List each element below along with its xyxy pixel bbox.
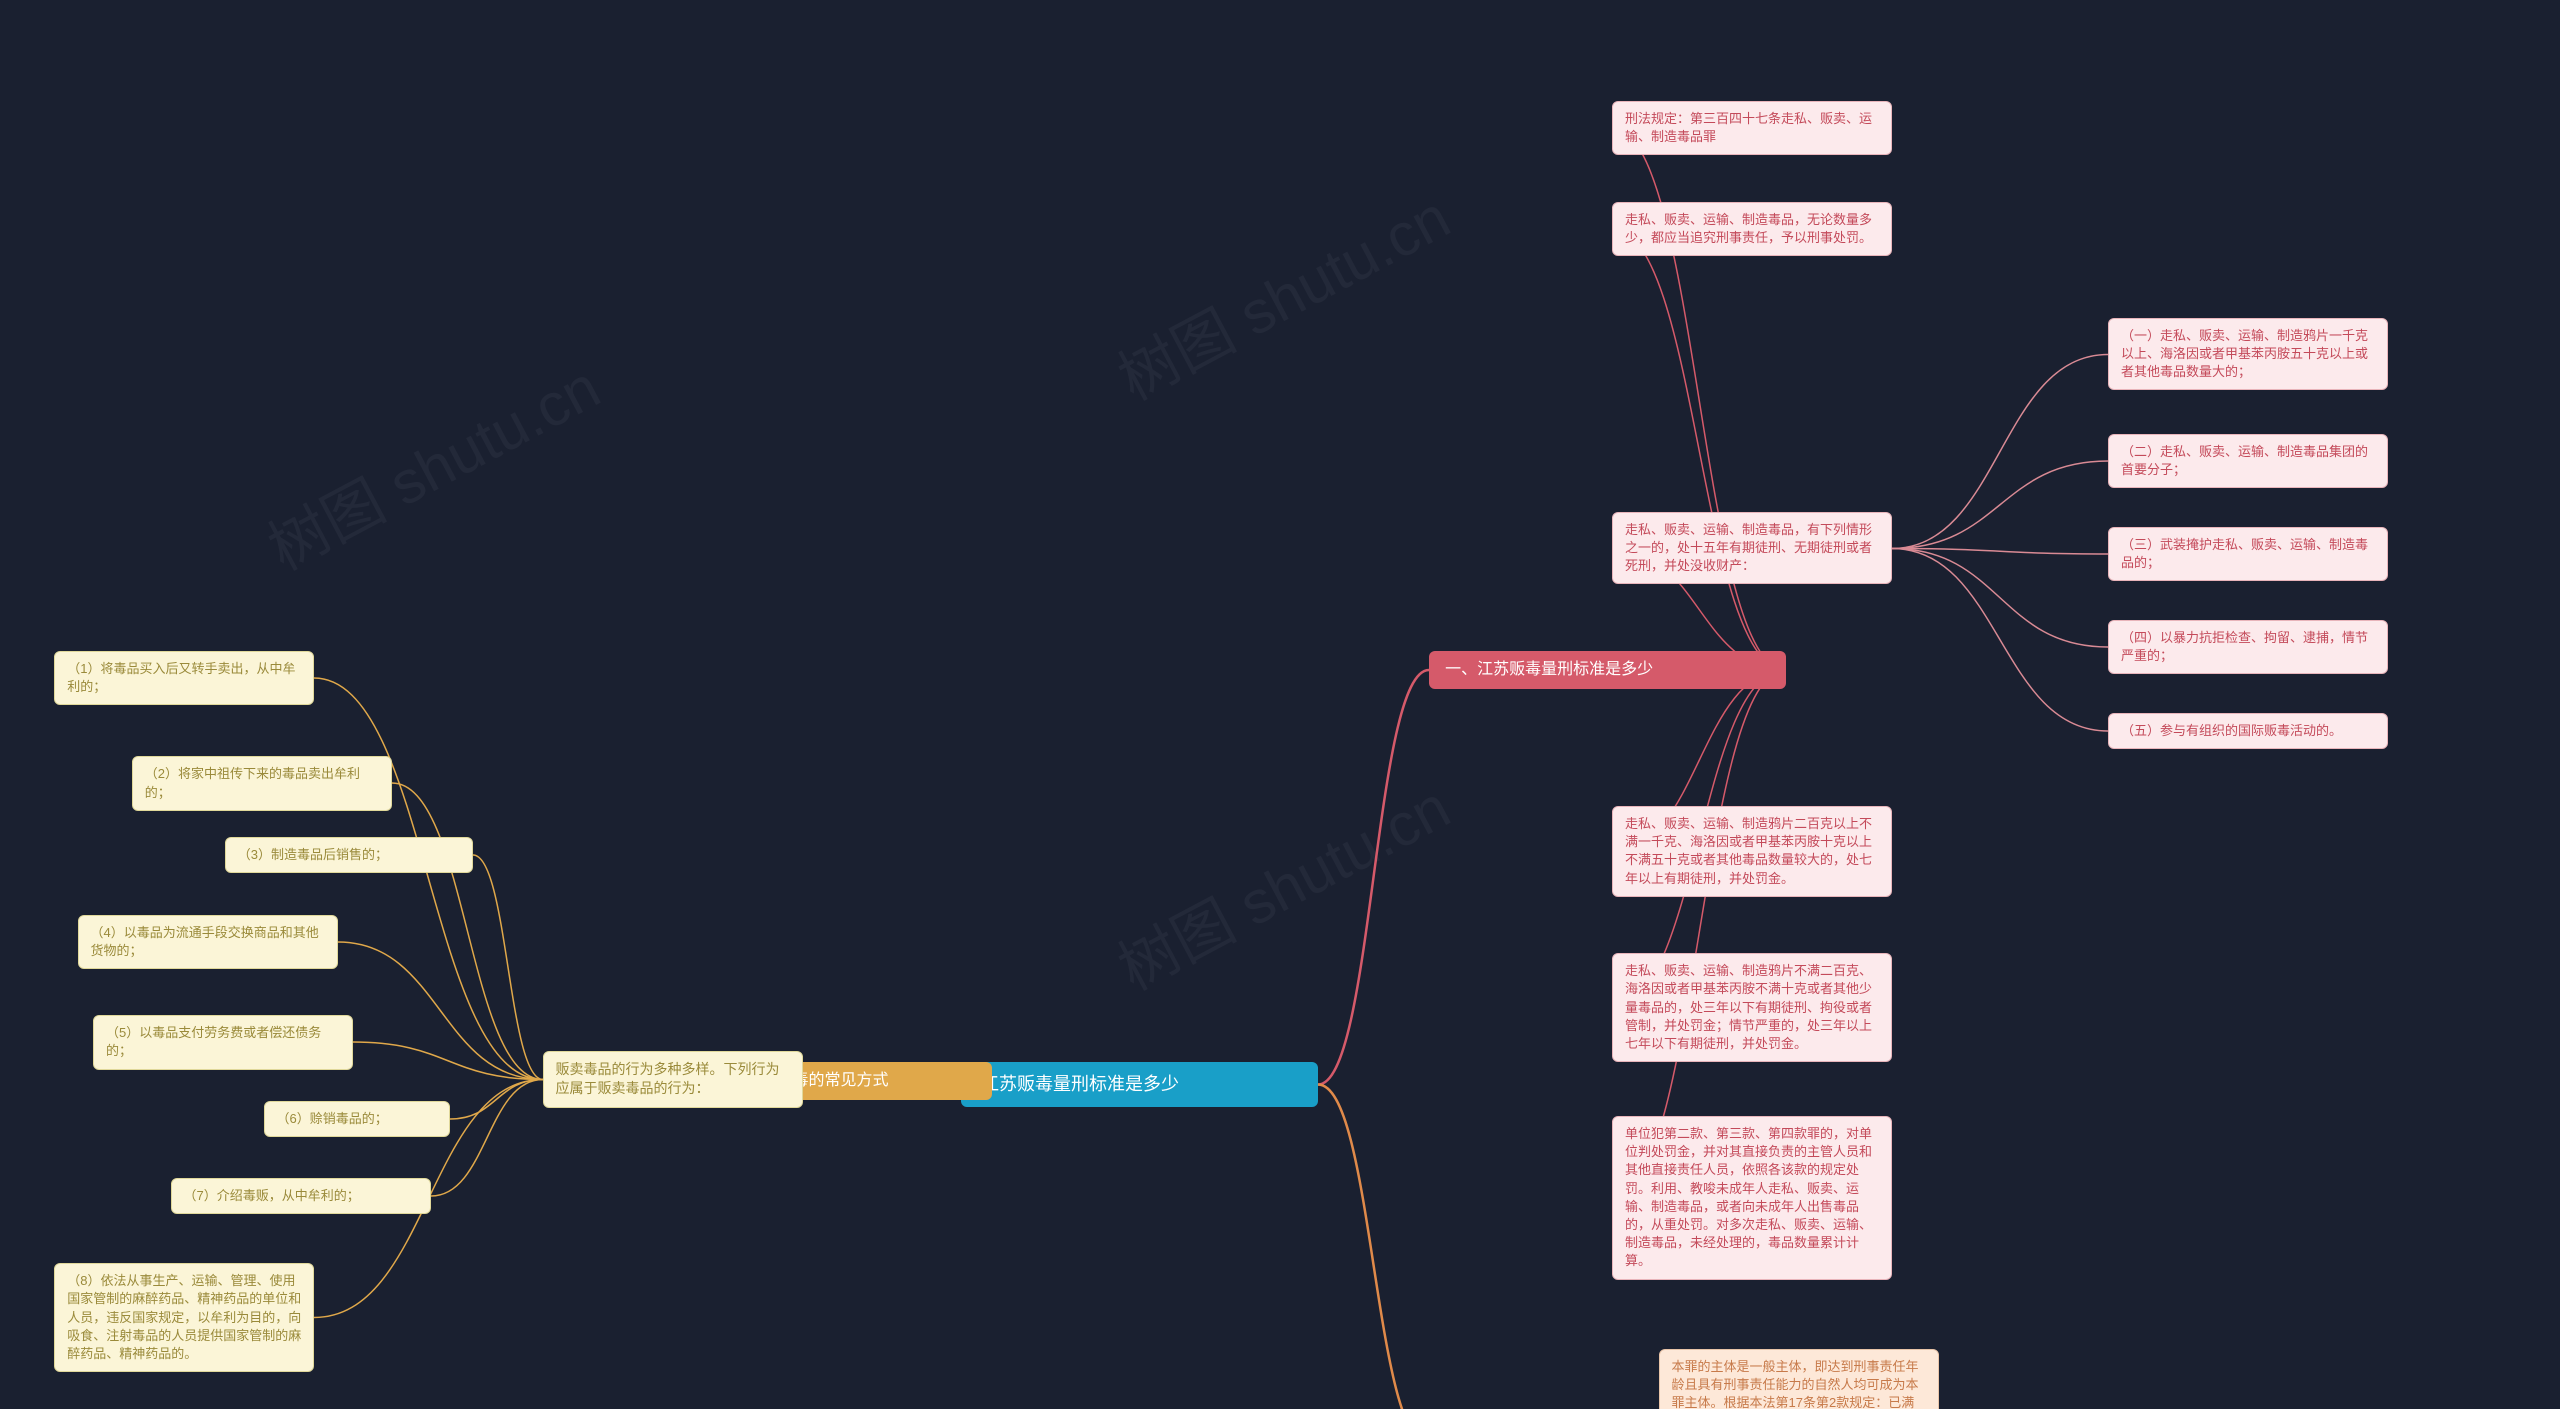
leaf-node: 走私、贩卖、运输、制造鸦片二百克以上不满一千克、海洛因或者甲基苯丙胺十克以上不满… <box>1612 806 1892 897</box>
leaf-node: （1）将毒品买入后又转手卖出，从中牟利的； <box>54 651 314 705</box>
leaf-node: 单位犯第二款、第三款、第四款罪的，对单位判处罚金，并对其直接负责的主管人员和其他… <box>1612 1116 1892 1280</box>
leaf-node: （4）以毒品为流通手段交换商品和其他货物的； <box>78 915 338 969</box>
leaf-node: （8）依法从事生产、运输、管理、使用国家管制的麻醉药品、精神药品的单位和人员，违… <box>54 1263 314 1372</box>
leaf-node: 走私、贩卖、运输、制造毒品，有下列情形之一的，处十五年有期徒刑、无期徒刑或者死刑… <box>1612 512 1892 585</box>
leaf-node: （6）赊销毒品的； <box>264 1101 450 1137</box>
leaf-node: 本罪的主体是一般主体，即达到刑事责任年龄且具有刑事责任能力的自然人均可成为本罪主… <box>1659 1349 1939 1409</box>
intermediate-node: 贩卖毒品的行为多种多样。下列行为应属于贩卖毒品的行为： <box>543 1051 803 1108</box>
sub-leaf-node: （四）以暴力抗拒检查、拘留、逮捕，情节严重的； <box>2108 620 2388 674</box>
leaf-node: 刑法规定：第三百四十七条走私、贩卖、运输、制造毒品罪 <box>1612 101 1892 155</box>
leaf-node: 走私、贩卖、运输、制造毒品，无论数量多少，都应当追究刑事责任，予以刑事处罚。 <box>1612 202 1892 256</box>
sub-leaf-node: （一）走私、贩卖、运输、制造鸦片一千克以上、海洛因或者甲基苯丙胺五十克以上或者其… <box>2108 318 2388 391</box>
leaf-node: （3）制造毒品后销售的； <box>225 837 473 873</box>
sub-leaf-node: （二）走私、贩卖、运输、制造毒品集团的首要分子； <box>2108 434 2388 488</box>
root-node: 江苏贩毒量刑标准是多少 <box>961 1062 1318 1107</box>
sub-leaf-node: （五）参与有组织的国际贩毒活动的。 <box>2108 713 2388 749</box>
leaf-node: （5）以毒品支付劳务费或者偿还债务的； <box>93 1015 353 1069</box>
watermark: 树图 shutu.cn <box>1101 760 1463 1007</box>
watermark: 树图 shutu.cn <box>1101 170 1463 417</box>
leaf-node: （7）介绍毒贩，从中牟利的； <box>171 1178 431 1214</box>
watermark: 树图 shutu.cn <box>251 340 613 587</box>
sub-leaf-node: （三）武装掩护走私、贩卖、运输、制造毒品的； <box>2108 527 2388 581</box>
branch-node: 一、江苏贩毒量刑标准是多少 <box>1429 651 1786 689</box>
leaf-node: （2）将家中祖传下来的毒品卖出牟利的； <box>132 756 392 810</box>
leaf-node: 走私、贩卖、运输、制造鸦片不满二百克、海洛因或者甲基苯丙胺不满十克或者其他少量毒… <box>1612 953 1892 1062</box>
